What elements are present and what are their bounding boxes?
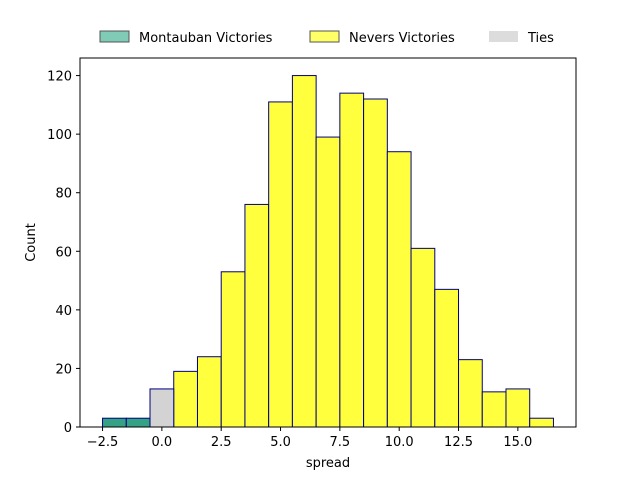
legend-swatch <box>489 31 518 42</box>
legend-swatch <box>309 30 340 43</box>
histogram-bar <box>481 391 507 428</box>
histogram-bar <box>196 356 222 428</box>
y-tick-label: 0 <box>64 421 72 436</box>
x-axis: −2.5 0.0 2.5 5.0 7.5 10.0 12.5 15.0 <box>87 427 532 450</box>
histogram-bar <box>363 98 388 428</box>
histogram-bar <box>434 288 460 428</box>
y-tick-label: 60 <box>55 245 72 260</box>
x-tick-label: 15.0 <box>503 435 532 450</box>
x-axis-title: spread <box>306 456 350 471</box>
histogram-bar <box>173 370 198 428</box>
histogram-bar <box>220 271 246 428</box>
legend-label: Montauban Victories <box>139 31 273 46</box>
histogram-bar <box>529 417 554 428</box>
x-tick-label: −2.5 <box>87 435 119 450</box>
y-axis-title: Count <box>24 223 39 262</box>
histogram-bar <box>410 247 436 428</box>
y-tick-label: 20 <box>55 362 72 377</box>
y-axis: 0 20 40 60 80 100 120 <box>47 70 80 436</box>
y-tick-label: 120 <box>47 70 72 85</box>
x-tick-label: 10.0 <box>385 435 414 450</box>
plot-frame <box>79 57 577 428</box>
histogram-bar <box>505 388 531 428</box>
histogram-bar <box>125 417 151 428</box>
x-tick-label: 12.5 <box>444 435 473 450</box>
histogram-bar <box>386 151 412 428</box>
x-tick-label: 2.5 <box>211 435 232 450</box>
histogram-bar <box>339 92 365 428</box>
histogram-bar <box>458 359 483 428</box>
histogram-bar <box>102 417 127 428</box>
x-tick-label: 0.0 <box>152 435 173 450</box>
x-tick-label: 5.0 <box>270 435 291 450</box>
legend: Montauban Victories Nevers Victories Ties <box>99 30 554 46</box>
histogram-bar <box>268 101 293 428</box>
legend-swatch <box>99 30 130 43</box>
legend-label: Nevers Victories <box>349 31 455 46</box>
histogram-bar <box>291 75 317 428</box>
histogram-bar <box>149 388 175 428</box>
x-tick-label: 7.5 <box>330 435 351 450</box>
histogram-bar <box>244 203 270 428</box>
y-tick-label: 100 <box>47 128 72 143</box>
y-tick-label: 40 <box>55 304 72 319</box>
y-tick-label: 80 <box>55 187 72 202</box>
legend-label: Ties <box>527 31 554 46</box>
bars-layer <box>102 75 554 428</box>
histogram-bar <box>315 136 341 428</box>
